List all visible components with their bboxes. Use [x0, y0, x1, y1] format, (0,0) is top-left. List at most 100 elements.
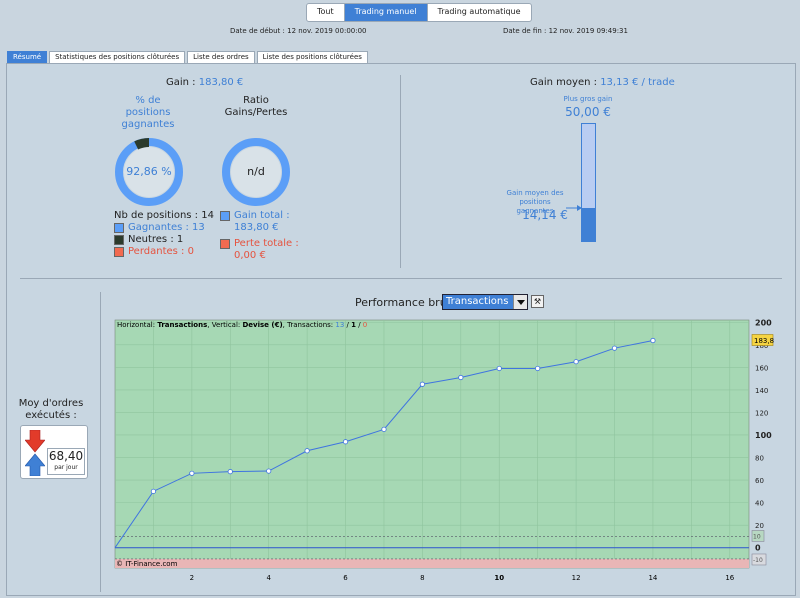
- gain-label: Gain :: [166, 77, 196, 88]
- tab-resume[interactable]: Résumé: [7, 51, 48, 63]
- chart-plot-area: [114, 319, 750, 569]
- chart-header-sep2: /: [356, 321, 363, 329]
- chart-y-tick-label: 0: [755, 544, 761, 553]
- chart-header-tx-label: , Transactions:: [283, 321, 336, 329]
- chart-point: [189, 470, 195, 476]
- ratio-donut: [222, 138, 290, 206]
- legend-gain-total: Gain total :: [220, 210, 290, 221]
- chart-x-tick-label: 16: [725, 574, 734, 582]
- chart-lower-band-tag: [751, 553, 767, 566]
- chart-x-tick-label: 12: [572, 574, 581, 582]
- chart-point: [266, 468, 272, 474]
- gain-value: 183,80 €: [198, 77, 244, 88]
- chart-upper-band-tag: [751, 530, 765, 542]
- chart-header-prefix: Horizontal:: [117, 321, 157, 329]
- chart-y-tick-label: 100: [755, 431, 772, 440]
- gain-total-swatch: [220, 210, 230, 221]
- chart-header-sep1: /: [344, 321, 351, 329]
- orders-unit: par jour: [54, 464, 78, 471]
- chart-point: [304, 448, 310, 454]
- chart-loss-area: [115, 558, 749, 568]
- plus-gros-gain-value: 50,00 €: [565, 105, 611, 119]
- chart-point: [496, 365, 502, 372]
- perte-totale-label: Perte totale :: [234, 238, 299, 249]
- gagnantes-swatch: [114, 222, 124, 233]
- chart-x-axis: 2 4 6 8 10 12 14 16: [190, 574, 735, 582]
- chart-upper-band-label: 10: [753, 533, 761, 540]
- chart-header-tx-win: 13: [335, 321, 344, 329]
- chart-y-tick-label: 60: [755, 477, 764, 485]
- chart-lower-band-label: -10: [753, 557, 763, 564]
- chart-point: [650, 337, 656, 344]
- chart-y-tick-label: 120: [755, 409, 768, 417]
- ratio-value: n/d: [247, 165, 265, 178]
- chart-point: [611, 345, 618, 351]
- performance-chart: Horizontal: Transactions, Vertical: Devi…: [114, 318, 774, 582]
- chart-y-axis: 200180160140120100806040200183,810-10: [751, 318, 774, 566]
- date-start: Date de début : 12 nov. 2019 00:00:00: [230, 27, 367, 35]
- neutres-swatch: [114, 234, 124, 245]
- gain-total-value: 183,80 €: [234, 222, 279, 233]
- gain-moyen-gagnantes-label: Gain moyen des positions gagnantes: [506, 189, 564, 215]
- pct-winning-title: % de positions gagnantes: [121, 95, 175, 130]
- legend-gagnantes: Gagnantes : 13: [114, 222, 205, 233]
- chart-x-tick-label: 6: [343, 574, 348, 582]
- chart-point: [419, 381, 425, 387]
- legend-neutres: Neutres : 1: [114, 234, 183, 245]
- chevron-down-icon[interactable]: [513, 295, 527, 309]
- chart-x-tick-label: 2: [190, 574, 194, 582]
- performance-select[interactable]: Transactions: [442, 294, 528, 310]
- tab-statistiques[interactable]: Statistiques des positions clôturées: [49, 51, 186, 63]
- gagnantes-label: Gagnantes : 13: [128, 222, 205, 233]
- chart-last-value-label: 183,8: [754, 337, 774, 345]
- chart-y-tick-label: 80: [755, 455, 764, 463]
- buy-sell-arrows-icon: [25, 430, 45, 476]
- chart-watermark: © IT-Finance.com: [116, 560, 178, 568]
- pct-value: 92,86 %: [126, 165, 172, 178]
- mode-tabs: Tout Trading manuel Trading automatique: [306, 3, 532, 22]
- perte-totale-value: 0,00 €: [234, 250, 266, 261]
- vertical-divider: [400, 75, 401, 268]
- date-end: Date de fin : 12 nov. 2019 09:49:31: [503, 27, 628, 35]
- horizontal-divider: [20, 278, 782, 279]
- report-tabs: Résumé Statistiques des positions clôtur…: [7, 51, 368, 63]
- chart-point: [227, 469, 233, 475]
- chart-point: [573, 359, 579, 365]
- chart-y-tick-label: 20: [755, 522, 764, 530]
- gain-moyen-bar: [581, 123, 596, 242]
- legend-perte-totale: Perte totale :: [220, 238, 299, 249]
- chart-header-mid: , Vertical:: [207, 321, 242, 329]
- tab-liste-positions[interactable]: Liste des positions clôturées: [256, 51, 368, 63]
- gain-moyen-gagnantes-value: 14,14 €: [522, 208, 568, 222]
- chart-x-tick-label: 8: [420, 574, 424, 582]
- tab-trading-manuel[interactable]: Trading manuel: [344, 4, 428, 21]
- ratio-title: Ratio Gains/Pertes: [224, 95, 288, 118]
- tab-trading-automatique[interactable]: Trading automatique: [437, 7, 521, 16]
- legend-perdantes: Perdantes : 0: [114, 246, 194, 257]
- chart-point: [458, 374, 464, 381]
- chart-point: [381, 426, 387, 432]
- chart-header-horizontal: Transactions: [157, 321, 207, 329]
- vertical-divider-2: [100, 292, 101, 592]
- chart-y-tick-label: 40: [755, 500, 764, 508]
- neutres-label: Neutres : 1: [128, 234, 184, 245]
- plus-gros-gain-label: Plus gros gain: [563, 95, 613, 103]
- tab-liste-ordres[interactable]: Liste des ordres: [187, 51, 255, 63]
- gain-moyen-summary: Gain moyen : 13,13 € / trade: [530, 77, 675, 88]
- gain-summary: Gain : 183,80 €: [166, 77, 243, 88]
- ratio-donut-hole: [231, 147, 281, 197]
- chart-y-tick-label: 160: [755, 364, 768, 372]
- nb-positions: Nb de positions : 14: [114, 210, 214, 221]
- chart-y-tick-label: 200: [755, 318, 772, 327]
- wrench-icon[interactable]: ⚒: [531, 295, 544, 308]
- chart-series: [114, 337, 656, 548]
- gain-total-label: Gain total :: [234, 210, 290, 221]
- perte-totale-swatch: [220, 238, 230, 249]
- chart-header-tx-neutral: 1: [351, 321, 356, 329]
- orders-per-day: 68,40 par jour: [47, 448, 85, 475]
- chart-header: Horizontal: Transactions, Vertical: Devi…: [117, 321, 367, 329]
- pct-donut: [115, 138, 183, 206]
- chart-point: [150, 488, 157, 494]
- chart-point: [342, 439, 349, 445]
- tab-tout[interactable]: Tout: [307, 4, 345, 21]
